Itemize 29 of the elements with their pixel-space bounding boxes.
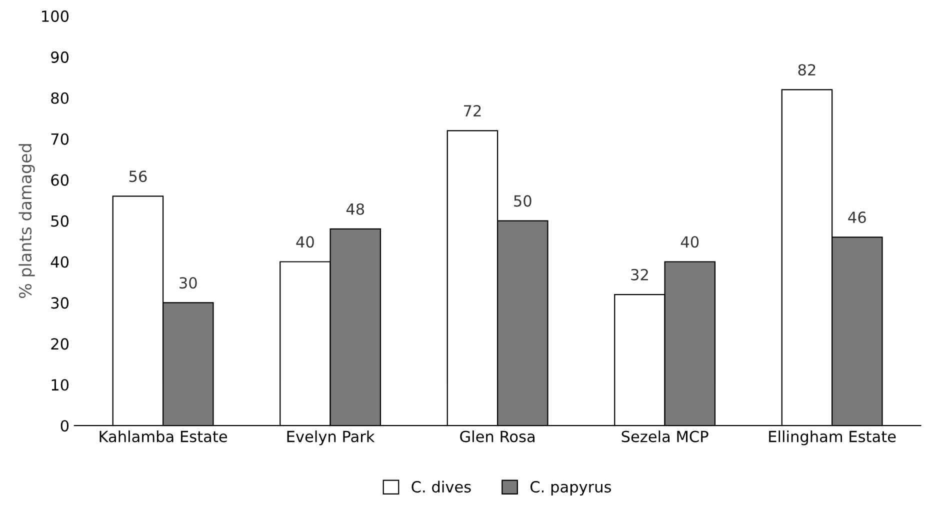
y-tick-label: 20 — [51, 338, 69, 350]
data-label: 56 — [129, 170, 147, 182]
data-label: 50 — [514, 195, 532, 207]
x-tick-label: Kahlamba Estate — [100, 430, 228, 442]
y-tick-label: 80 — [51, 92, 69, 104]
data-label: 82 — [798, 64, 816, 76]
legend-label: C. papyrus — [530, 481, 611, 496]
x-tick-label: Evelyn Park — [287, 430, 375, 446]
y-axis-title: % plants damaged — [18, 144, 35, 298]
data-label: 30 — [180, 277, 197, 289]
x-tick-label: Sezela MCP — [622, 430, 708, 442]
y-tick-label: 40 — [50, 256, 69, 268]
data-label: 32 — [631, 268, 648, 280]
data-label: 40 — [296, 236, 314, 248]
data-label: 40 — [680, 236, 699, 248]
y-tick-label: 90 — [51, 51, 69, 63]
y-tick-label: 60 — [51, 174, 69, 186]
data-label: 46 — [848, 212, 866, 224]
y-tick-label: 70 — [51, 133, 69, 145]
y-tick-label: 100 — [42, 10, 69, 22]
data-label: 72 — [464, 105, 481, 116]
x-tick-label: Ellingham Estate — [769, 430, 896, 446]
y-tick-label: 50 — [51, 215, 69, 227]
x-tick-label: Glen Rosa — [460, 430, 534, 442]
y-tick-label: 0 — [60, 420, 69, 432]
legend-label: C. dives — [412, 480, 471, 493]
data-label: 48 — [346, 203, 364, 215]
y-tick-label: 30 — [51, 297, 69, 309]
y-tick-label: 10 — [52, 379, 69, 391]
